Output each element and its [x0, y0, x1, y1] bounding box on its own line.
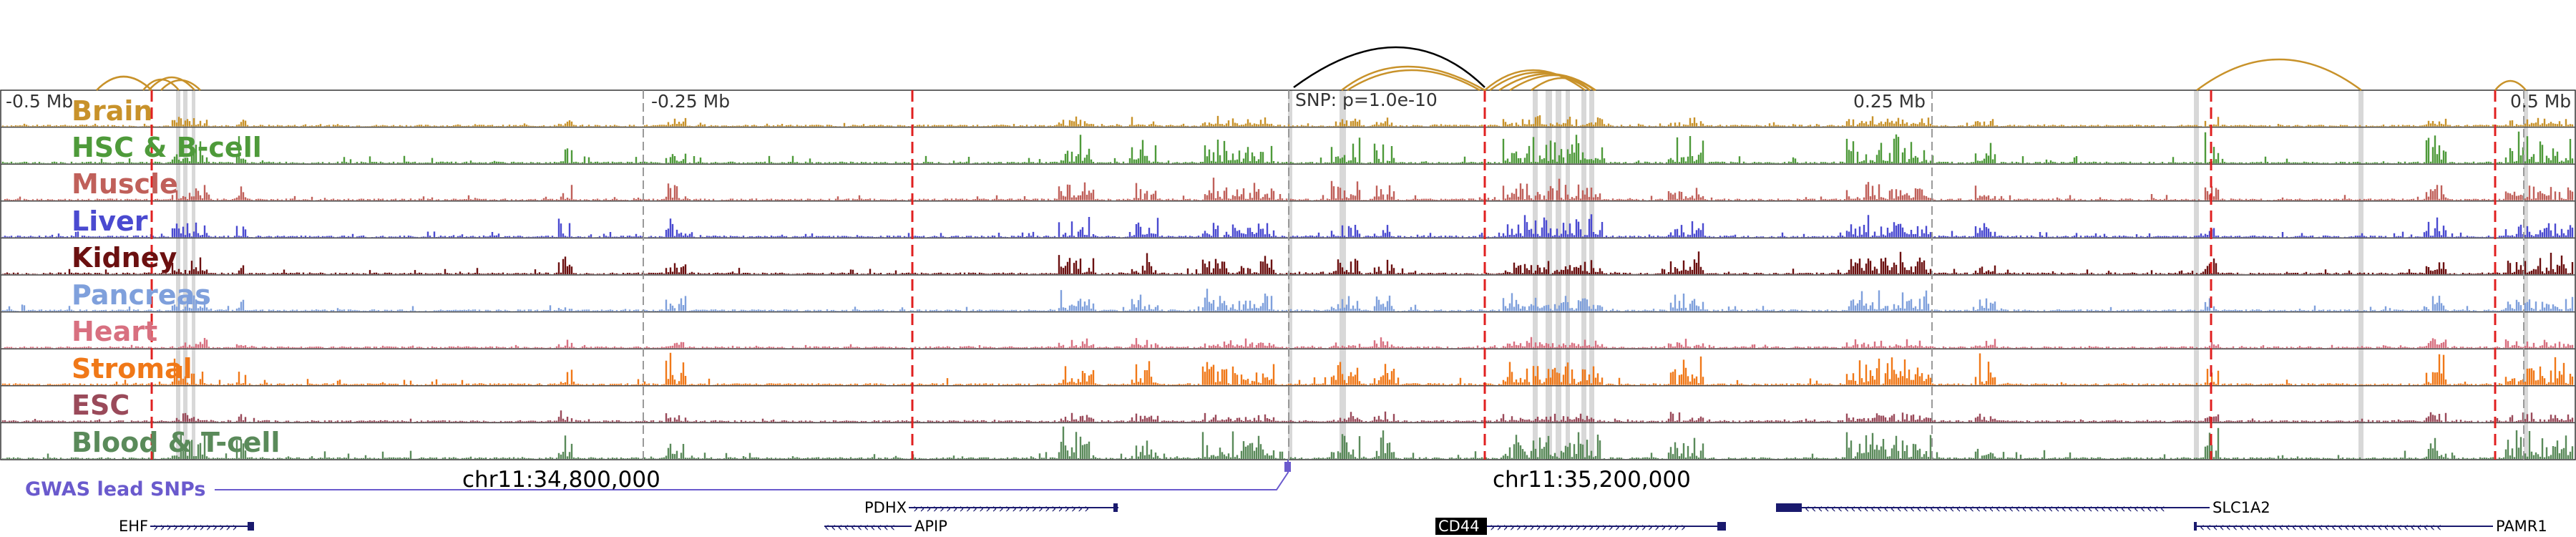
signal-track — [1, 251, 2574, 274]
gene-track: PDHX ››››››››››››››››››››››››››› ‹‹‹‹‹‹‹… — [119, 499, 2547, 535]
chromatin-loops — [96, 46, 2527, 92]
coordinate-labels: chr11:34,800,000 chr11:35,200,000 — [462, 467, 1691, 493]
track-label: Muscle — [72, 168, 178, 200]
scale-label-left: -0.5 Mb — [6, 91, 73, 112]
signal-bars — [1, 178, 2574, 200]
scale-label-plus-quarter: 0.25 Mb — [1853, 91, 1926, 112]
track-labels: Brain HSC & B-cell Muscle Liver Kidney P… — [72, 95, 280, 458]
loop-arc — [148, 76, 195, 91]
track-label: HSC & B-cell — [72, 132, 262, 163]
signal-bars — [1, 410, 2574, 422]
gene-highlight-cd44 — [1435, 518, 1487, 535]
track-label: Liver — [72, 205, 148, 237]
scale-label-right: 0.5 Mb — [2510, 91, 2571, 112]
signal-bars — [1, 289, 2574, 311]
track-label: ESC — [72, 390, 130, 421]
signal-track — [1, 352, 2574, 385]
signal-bars — [1, 131, 2574, 164]
signal-tracks — [1, 115, 2574, 459]
gray-dashed-lines — [643, 90, 2524, 460]
signal-track — [1, 214, 2574, 238]
loop-arc — [1341, 65, 1485, 92]
gwas-label: GWAS lead SNPs — [25, 478, 205, 500]
track-label: Heart — [72, 316, 157, 347]
loop-arc — [2196, 58, 2362, 92]
loop-arc — [1347, 69, 1480, 92]
signal-bars — [1, 352, 2574, 385]
loop-arc — [1484, 69, 1586, 92]
gene-strand-arrows: ‹‹‹‹‹‹‹‹‹‹‹‹‹‹‹‹‹‹‹‹‹‹‹‹‹‹‹‹‹‹‹‹‹‹‹‹‹ — [2200, 520, 2443, 535]
signal-bars — [1, 115, 2574, 127]
red-dashed-lines — [150, 90, 2497, 460]
signal-track — [1, 178, 2574, 200]
signal-track — [1, 410, 2574, 422]
track-label: Brain — [72, 95, 152, 127]
gene-label-pdhx: PDHX — [864, 499, 907, 516]
loop-arc — [2494, 79, 2527, 91]
signal-track — [1, 131, 2574, 164]
loop-arc — [1489, 71, 1591, 92]
gene-label-cd44: CD44 — [1438, 518, 1480, 535]
loop-arc — [1509, 74, 1595, 92]
signal-bars — [1, 214, 2574, 238]
coordinate-right: chr11:35,200,000 — [1493, 467, 1691, 493]
gwas-connector — [215, 460, 1289, 490]
gene-strand-arrows: ‹‹‹‹‹‹‹‹‹‹‹ — [824, 520, 897, 535]
gene-strand-arrows: ›››››››››››››››››››››››››››››› — [1490, 520, 1687, 535]
gene-label-slc1a2: SLC1A2 — [2212, 499, 2270, 516]
snp-pvalue-label: SNP: p=1.0e-10 — [1295, 90, 1438, 110]
track-label: Stromal — [72, 353, 192, 384]
signal-track — [1, 289, 2574, 311]
gene-exon — [1113, 503, 1118, 512]
signal-bars — [1, 337, 2574, 349]
signal-track — [1, 337, 2574, 349]
gene-label-ehf: EHF — [119, 518, 148, 535]
signal-bars — [1, 426, 2574, 459]
gwas-track: GWAS lead SNPs — [25, 460, 1291, 500]
scale-labels: -0.5 Mb -0.25 Mb SNP: p=1.0e-10 0.25 Mb … — [6, 90, 2571, 112]
signal-bars — [1, 251, 2574, 274]
signal-track — [1, 426, 2574, 459]
gene-label-pamr1: PAMR1 — [2496, 518, 2547, 535]
track-label: Blood & T-cell — [72, 427, 280, 458]
gwas-snp-marker — [1284, 462, 1291, 472]
gene-exon — [248, 522, 254, 531]
gene-label-apip: APIP — [914, 518, 947, 535]
signal-track — [1, 115, 2574, 127]
gene-strand-arrows: ››››››››››››› — [153, 520, 239, 535]
coordinate-left: chr11:34,800,000 — [462, 467, 660, 493]
track-label: Kidney — [72, 242, 177, 274]
scale-label-minus-quarter: -0.25 Mb — [651, 91, 730, 112]
gene-strand-arrows: ‹‹‹‹‹‹‹‹‹‹‹‹‹‹‹‹‹‹‹‹‹‹‹‹‹‹‹‹‹‹‹‹‹‹‹‹‹‹‹‹… — [1805, 501, 2167, 516]
loop-arc — [160, 79, 201, 91]
loop-arc — [1531, 77, 1591, 91]
loop-arc-black — [1293, 46, 1485, 89]
gene-exon — [1717, 522, 1726, 531]
gene-strand-arrows: ››››››››››››››››››››››››››› — [913, 501, 1091, 516]
loop-arc — [96, 75, 152, 91]
track-label: Pancreas — [72, 279, 211, 311]
